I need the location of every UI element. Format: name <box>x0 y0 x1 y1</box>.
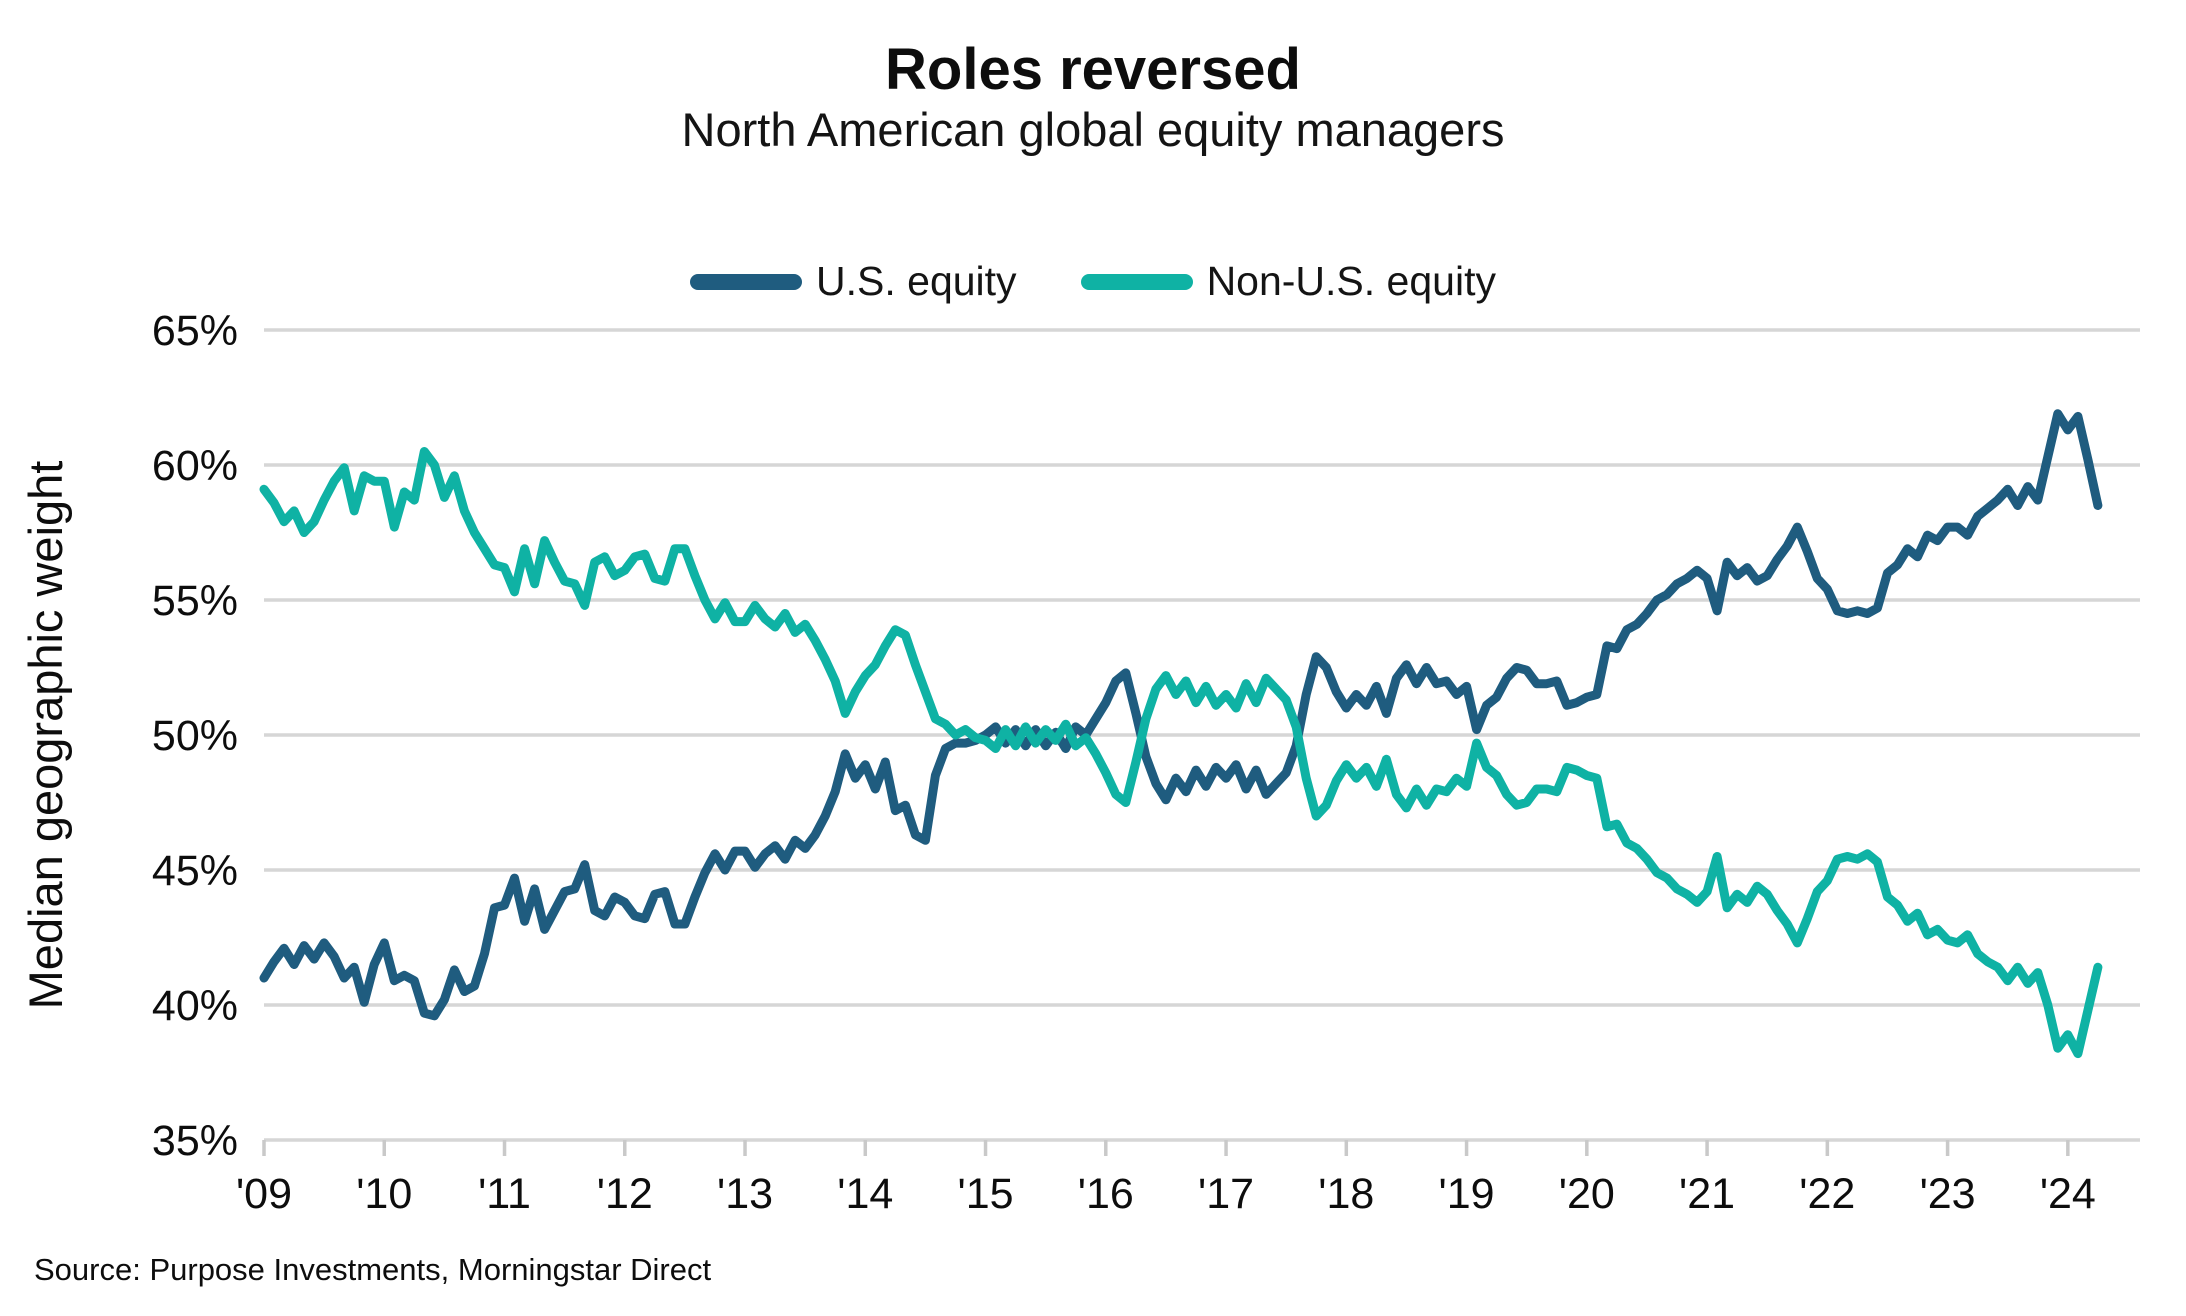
chart-title: Roles reversed <box>885 37 1301 102</box>
us-equity-line <box>259 409 2103 1021</box>
y-tick-label: 65% <box>152 307 238 355</box>
x-tick-label: '16 <box>1078 1170 1134 1218</box>
legend: U.S. equity Non-U.S. equity <box>0 258 2186 305</box>
x-tick-label: '22 <box>1799 1170 1855 1218</box>
x-tick-label: '18 <box>1318 1170 1374 1218</box>
x-tick-label: '15 <box>958 1170 1014 1218</box>
legend-label: U.S. equity <box>816 258 1017 304</box>
x-tick-label: '13 <box>717 1170 773 1218</box>
x-tick-label: '20 <box>1559 1170 1615 1218</box>
non-us-equity-line <box>259 447 2103 1059</box>
legend-label: Non-U.S. equity <box>1206 258 1496 304</box>
x-tick-label: '19 <box>1439 1170 1495 1218</box>
source-note: Source: Purpose Investments, Morningstar… <box>34 1252 712 1287</box>
legend-item-non-us-equity: Non-U.S. equity <box>1080 258 1496 305</box>
non-us-equity-line-swatch <box>1080 273 1193 290</box>
x-tick-label: '21 <box>1679 1170 1735 1218</box>
y-tick-label: 45% <box>152 847 238 895</box>
x-tick-label: '24 <box>2040 1170 2096 1218</box>
x-tick-label: '11 <box>478 1170 531 1218</box>
x-tick-label: '17 <box>1198 1170 1254 1218</box>
y-axis-title: Median geographic weight <box>19 461 72 1010</box>
y-tick-label: 55% <box>152 577 238 625</box>
x-tick-label: '23 <box>1920 1170 1976 1218</box>
y-tick-label: 50% <box>152 712 238 760</box>
y-tick-label: 40% <box>152 982 238 1030</box>
legend-item-us-equity: U.S. equity <box>690 258 1017 305</box>
x-tick-label: '10 <box>356 1170 412 1218</box>
y-tick-label: 60% <box>152 442 238 490</box>
x-tick-label: '14 <box>837 1170 893 1218</box>
x-tick-label: '09 <box>236 1170 292 1218</box>
x-tick-label: '12 <box>597 1170 653 1218</box>
y-tick-label: 35% <box>152 1117 238 1165</box>
chart-subtitle: North American global equity managers <box>681 103 1505 156</box>
us-equity-line-swatch <box>690 273 803 290</box>
